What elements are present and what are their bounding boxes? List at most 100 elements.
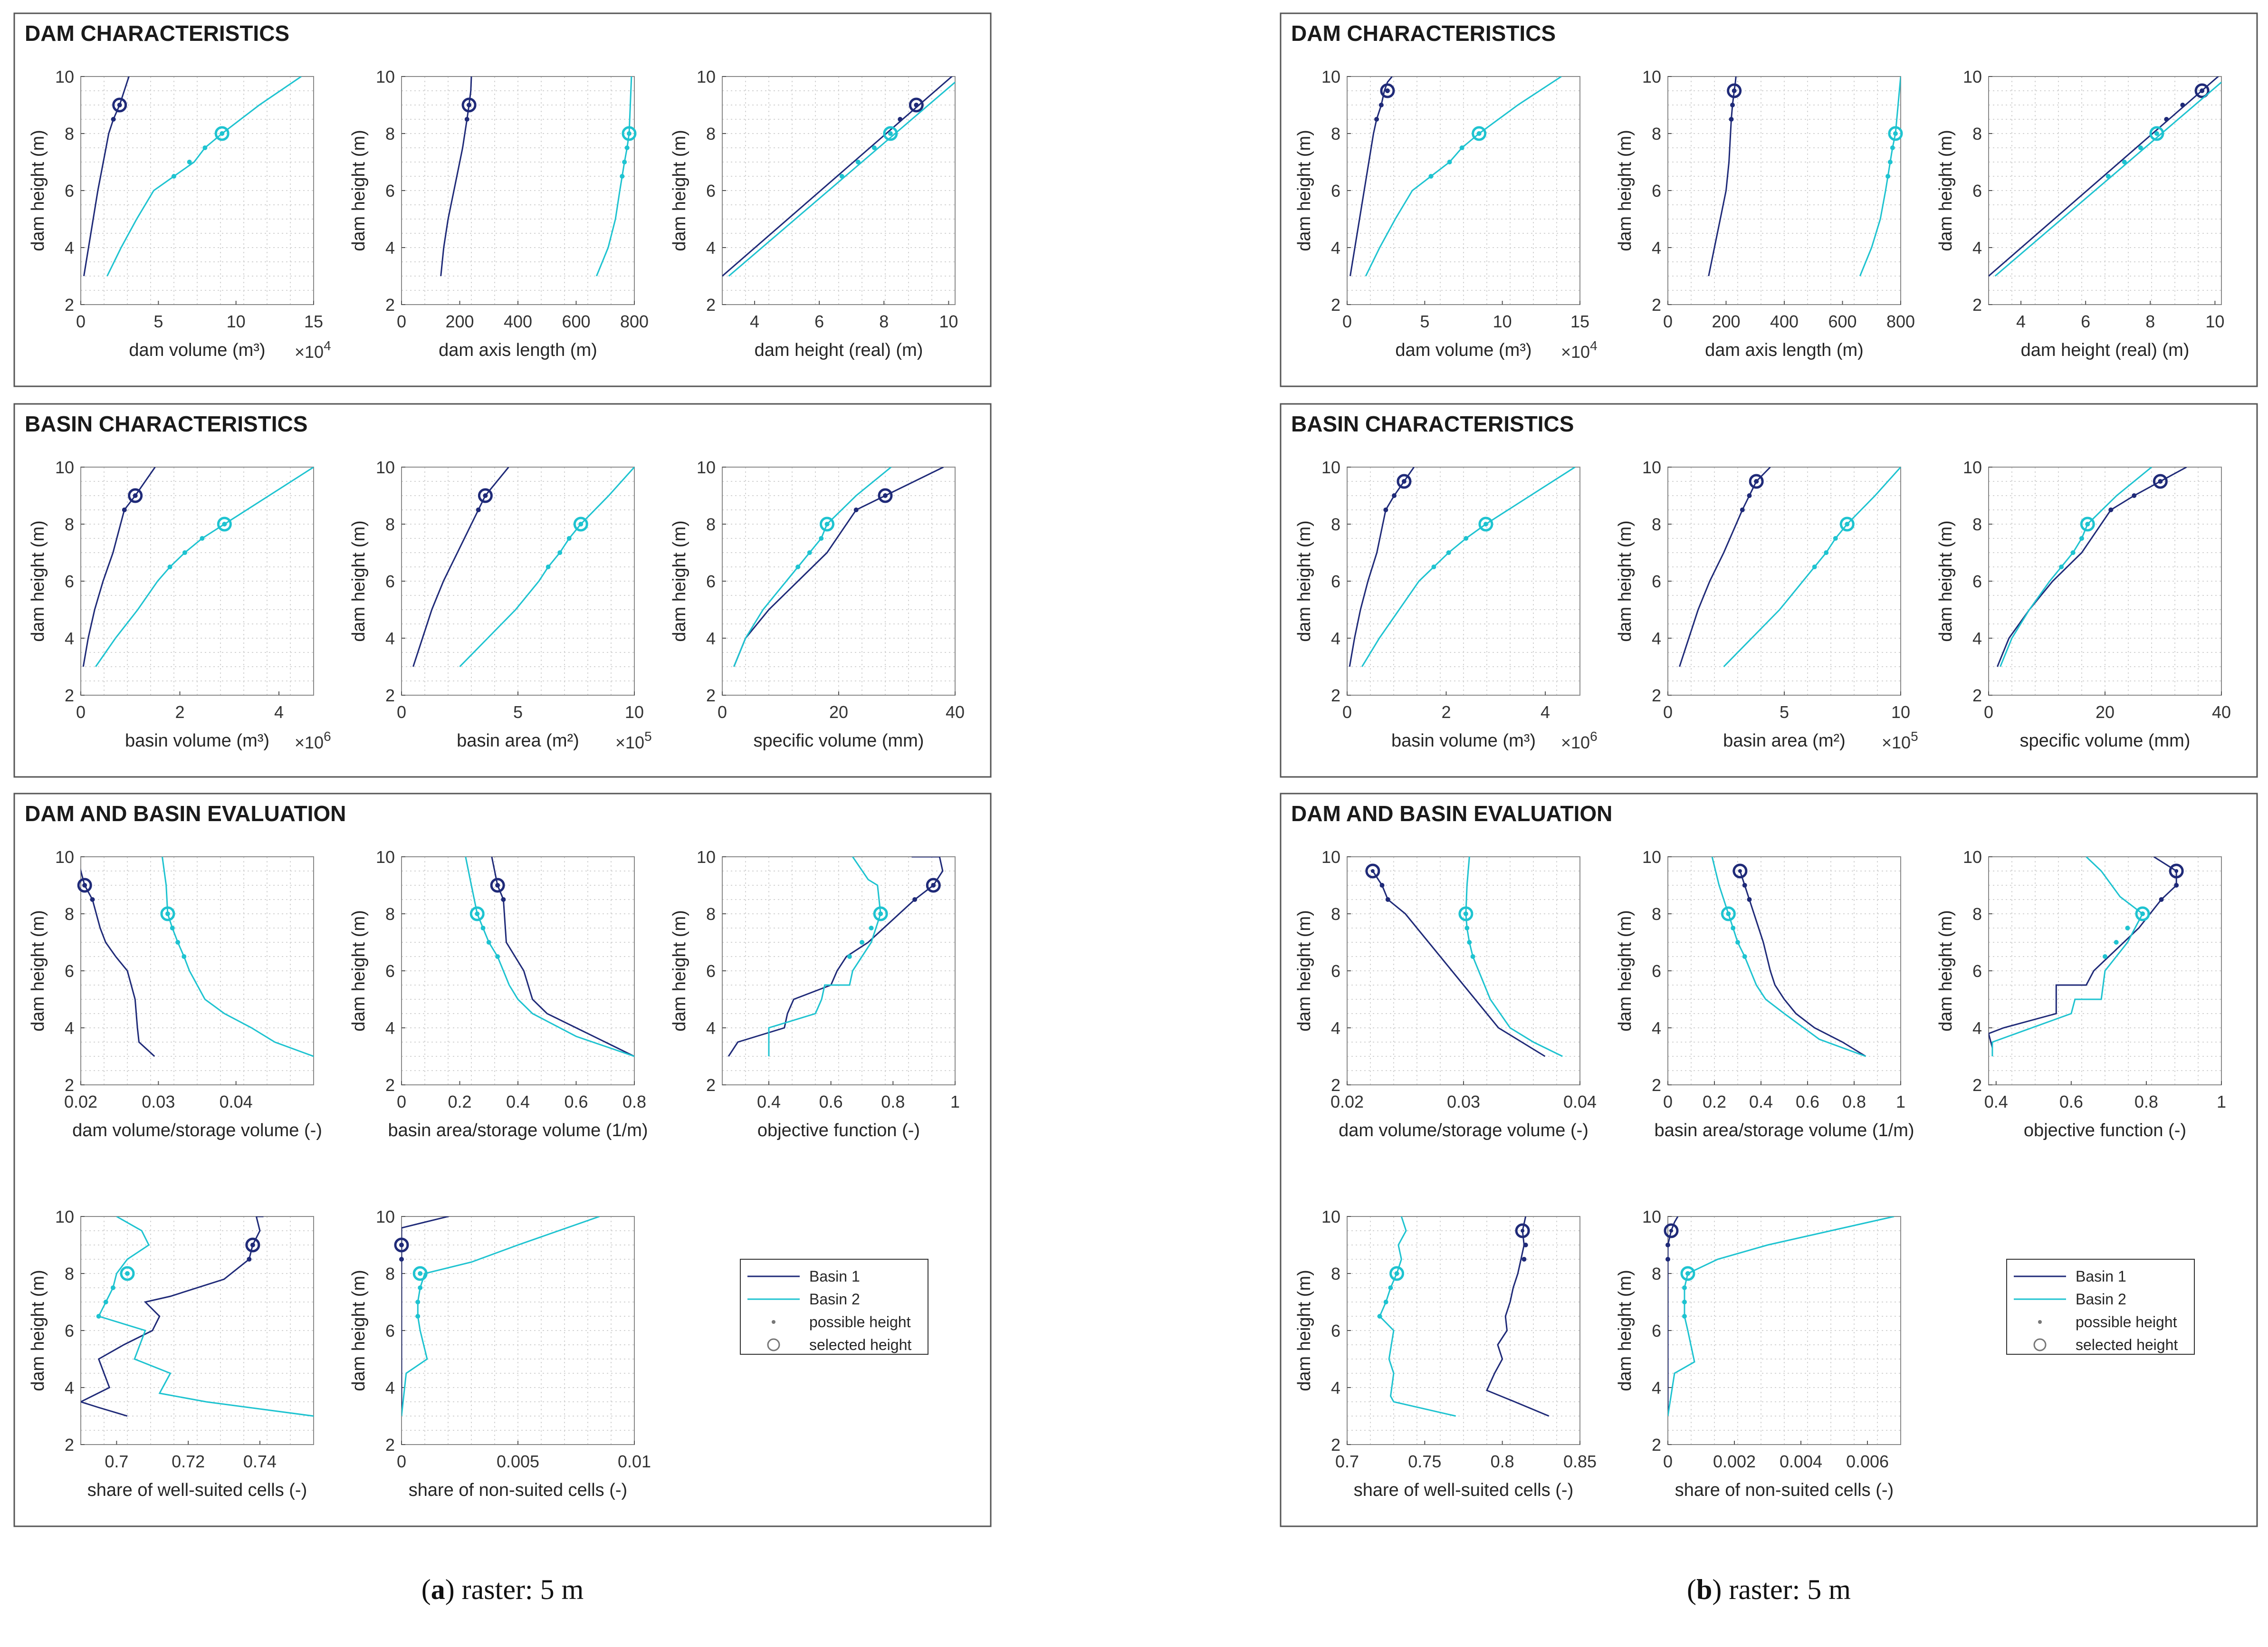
selected-height-marker — [1458, 906, 1474, 921]
y-tick-label: 6 — [1331, 961, 1340, 981]
series-line-basin-2 — [95, 467, 314, 667]
series-line-basin-1 — [1739, 871, 1866, 1057]
y-tick-label: 10 — [55, 67, 74, 86]
possible-height-marker — [869, 926, 874, 930]
selected-height-dot — [1521, 1229, 1525, 1233]
possible-height-marker — [839, 174, 844, 179]
y-tick-label: 8 — [1652, 124, 1661, 144]
y-tick-label: 8 — [1652, 515, 1661, 534]
possible-height-marker — [202, 145, 208, 150]
y-tick-label: 6 — [1331, 1321, 1340, 1341]
y-tick-label: 8 — [1331, 515, 1340, 534]
possible-height-marker — [464, 117, 469, 122]
selected-height-dot — [879, 912, 883, 916]
series-line-basin-1 — [81, 1216, 264, 1417]
x-axis-label: share of well-suited cells (-) — [1354, 1480, 1573, 1500]
selected-height-marker — [573, 517, 588, 532]
possible-height-marker — [847, 954, 852, 959]
y-tick-label: 6 — [1652, 961, 1661, 981]
possible-height-marker — [200, 536, 205, 541]
y-tick-label: 2 — [1972, 295, 1982, 315]
selected-height-marker — [873, 906, 888, 921]
y-tick-label: 2 — [1972, 686, 1982, 705]
series-line-basin-1 — [81, 868, 155, 1057]
series-line-basin-1 — [1989, 77, 2220, 277]
y-tick-label: 10 — [376, 1207, 395, 1226]
possible-height-marker — [1665, 1257, 1670, 1262]
selected-height-dot — [125, 1272, 129, 1275]
possible-height-marker — [1522, 1257, 1527, 1262]
possible-height-marker — [247, 1257, 252, 1262]
y-tick-label: 8 — [65, 515, 74, 534]
x-tick-label: 10 — [2205, 312, 2224, 331]
selected-height-marker — [1727, 83, 1742, 98]
selected-height-dot — [483, 494, 488, 498]
x-tick-label: 0.72 — [172, 1452, 205, 1471]
possible-height-marker — [2159, 897, 2164, 902]
x-tick-label: 0.4 — [757, 1092, 781, 1111]
y-tick-label: 8 — [385, 515, 395, 534]
subplot-dam-volume-m-: 0 5 10 15 2 4 6 8 10 dam volume (m³) dam height (m… — [1294, 67, 1598, 362]
selected-height-marker — [461, 97, 477, 113]
y-tick-label: 10 — [1963, 847, 1982, 867]
panel-a: DAM CHARACTERISTICS BASIN CHARACTERISTICS… — [13, 12, 992, 1605]
x-tick-label: 600 — [562, 312, 590, 331]
y-axis-label: dam height (m) — [349, 910, 369, 1032]
x-tick-label: 0 — [76, 312, 86, 331]
legend-label: Basin 1 — [2076, 1268, 2126, 1285]
selected-height-marker — [883, 126, 898, 141]
series-line-basin-2 — [733, 467, 892, 667]
x-axis-label: specific volume (mm) — [2020, 731, 2191, 751]
possible-height-marker — [111, 117, 116, 122]
selected-height-dot — [165, 912, 170, 916]
x-tick-label: 8 — [2145, 312, 2155, 331]
selected-height-marker — [120, 1266, 135, 1281]
possible-height-marker — [175, 940, 181, 945]
y-axis-label: dam height (m) — [28, 1270, 48, 1391]
x-tick-label: 0.002 — [1713, 1452, 1756, 1471]
x-tick-label: 600 — [1828, 312, 1857, 331]
selected-height-marker — [1664, 1223, 1679, 1238]
selected-height-marker — [1380, 83, 1395, 98]
x-tick-label: 4 — [1541, 702, 1550, 722]
y-tick-label: 10 — [376, 458, 395, 477]
selected-height-dot — [1732, 89, 1736, 93]
y-axis-label: dam height (m) — [1936, 520, 1956, 642]
y-tick-label: 6 — [65, 181, 74, 201]
x-tick-label: 10 — [1493, 312, 1512, 331]
series-line-basin-2 — [2000, 467, 2152, 667]
x-axis-label: dam volume (m³) — [1395, 340, 1531, 360]
y-tick-label: 8 — [706, 904, 716, 924]
x-tick-label: 200 — [445, 312, 474, 331]
series-line-basin-2 — [1361, 467, 1576, 667]
y-tick-label: 2 — [706, 295, 716, 315]
possible-height-marker — [170, 926, 175, 930]
y-tick-label: 8 — [385, 124, 395, 144]
selected-height-dot — [2141, 912, 2145, 916]
y-tick-label: 6 — [1331, 572, 1340, 591]
possible-height-marker — [2122, 160, 2127, 164]
selected-height-dot — [1483, 522, 1488, 526]
selected-height-dot — [475, 912, 479, 916]
x-tick-label: 0.02 — [1330, 1092, 1364, 1111]
y-axis-label: dam height (m) — [670, 910, 689, 1032]
selected-height-dot — [220, 132, 224, 135]
possible-height-marker — [182, 550, 187, 555]
y-tick-label: 6 — [385, 961, 395, 981]
possible-height-marker — [172, 174, 176, 179]
y-tick-label: 8 — [65, 1264, 74, 1283]
y-tick-label: 10 — [1963, 67, 1982, 86]
legend-swatch-possible — [772, 1320, 775, 1324]
series-line-basin-2 — [106, 77, 302, 277]
selected-height-marker — [478, 488, 493, 503]
selected-height-dot — [496, 883, 500, 887]
selected-height-dot — [914, 103, 919, 107]
y-axis-label: dam height (m) — [349, 130, 369, 251]
subplot-dam-height-real-m-: 4 6 8 10 2 4 6 8 10 dam height (real) (m) dam heig… — [1936, 67, 2224, 360]
possible-height-marker — [2132, 493, 2137, 498]
selected-height-marker — [214, 126, 230, 141]
selected-height-marker — [490, 878, 505, 893]
series-line-basin-1 — [1679, 467, 1771, 667]
y-tick-label: 6 — [385, 572, 395, 591]
